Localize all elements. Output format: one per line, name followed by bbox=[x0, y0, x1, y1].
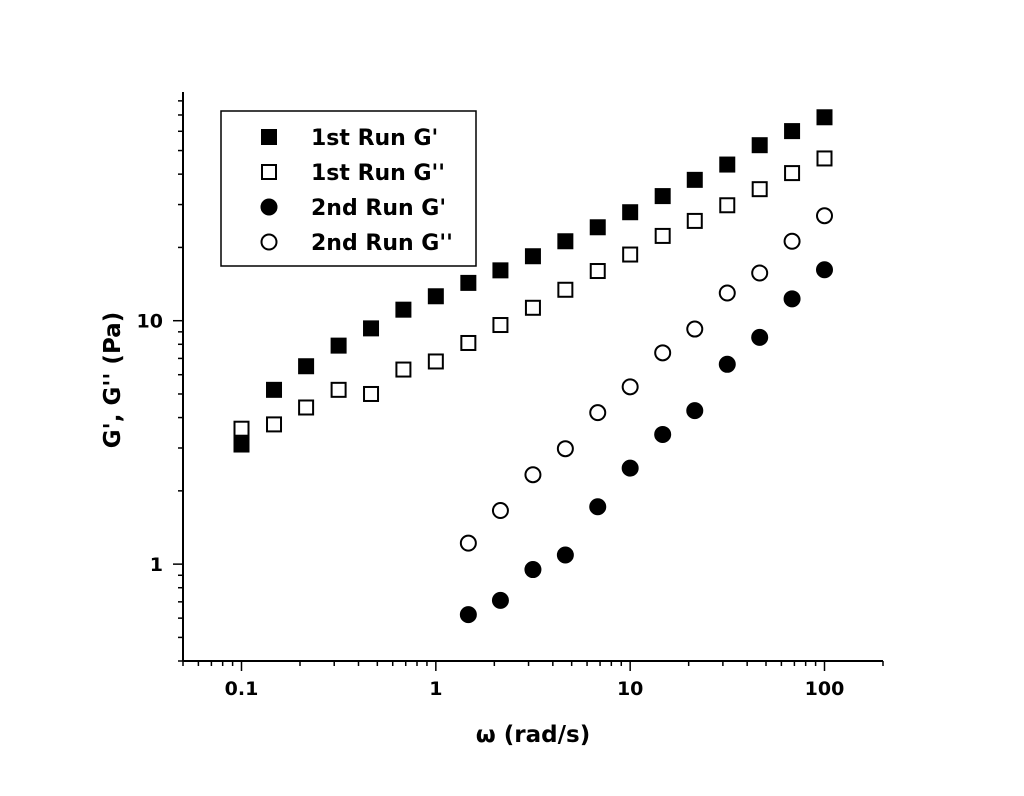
y-axis-title: G', G'' (Pa) bbox=[100, 312, 126, 448]
data-point bbox=[815, 261, 833, 279]
data-point bbox=[654, 425, 672, 443]
data-point bbox=[751, 137, 768, 154]
data-point bbox=[363, 385, 380, 402]
legend-marker bbox=[261, 164, 277, 180]
data-point bbox=[298, 399, 315, 416]
legend-marker bbox=[260, 233, 278, 251]
data-point bbox=[621, 378, 639, 396]
data-point bbox=[556, 546, 574, 564]
data-point bbox=[460, 274, 477, 291]
data-point bbox=[622, 204, 639, 221]
legend-marker bbox=[260, 198, 278, 216]
data-point bbox=[589, 498, 607, 516]
data-point bbox=[460, 334, 477, 351]
data-point bbox=[589, 404, 607, 422]
data-point bbox=[654, 344, 672, 362]
axes: 0.1 1 10 100 1 10 bbox=[137, 92, 884, 700]
data-point bbox=[718, 284, 736, 302]
x-tick-label: 1 bbox=[429, 678, 442, 700]
data-point bbox=[524, 248, 541, 265]
data-point bbox=[622, 246, 639, 263]
data-point bbox=[266, 381, 283, 398]
data-point bbox=[266, 416, 283, 433]
legend-label: 2nd Run G' bbox=[311, 196, 446, 221]
data-marks bbox=[233, 109, 833, 624]
series-4 bbox=[459, 207, 833, 552]
data-point bbox=[718, 355, 736, 373]
data-point bbox=[330, 381, 347, 398]
data-point bbox=[492, 317, 509, 334]
data-point bbox=[557, 281, 574, 298]
data-point bbox=[589, 219, 606, 236]
data-point bbox=[783, 290, 801, 308]
data-point bbox=[719, 156, 736, 173]
axis-labels: ω (rad/s) G', G'' (Pa) bbox=[100, 312, 590, 748]
data-point bbox=[330, 337, 347, 354]
data-point bbox=[556, 440, 574, 458]
data-point bbox=[686, 402, 704, 420]
data-point bbox=[524, 299, 541, 316]
series-3 bbox=[459, 261, 833, 624]
data-point bbox=[491, 502, 509, 520]
data-point bbox=[557, 233, 574, 250]
data-point bbox=[524, 561, 542, 579]
data-point bbox=[363, 320, 380, 337]
data-point bbox=[751, 328, 769, 346]
data-point bbox=[395, 301, 412, 318]
y-tick-label: 1 bbox=[150, 554, 163, 576]
x-tick-label: 10 bbox=[617, 678, 643, 700]
series-1 bbox=[233, 109, 833, 453]
data-point bbox=[784, 165, 801, 182]
data-point bbox=[654, 188, 671, 205]
x-tick-label: 0.1 bbox=[225, 678, 259, 700]
data-point bbox=[816, 150, 833, 167]
legend-label: 2nd Run G'' bbox=[311, 231, 453, 256]
data-point bbox=[686, 320, 704, 338]
data-point bbox=[815, 207, 833, 225]
data-point bbox=[492, 262, 509, 279]
data-point bbox=[589, 263, 606, 280]
data-point bbox=[427, 353, 444, 370]
data-point bbox=[719, 197, 736, 214]
data-point bbox=[686, 171, 703, 188]
y-tick-label: 10 bbox=[137, 311, 163, 333]
legend-label: 1st Run G' bbox=[311, 126, 438, 151]
data-point bbox=[621, 459, 639, 477]
data-point bbox=[233, 420, 250, 437]
data-point bbox=[459, 606, 477, 624]
data-point bbox=[298, 358, 315, 375]
legend-label: 1st Run G'' bbox=[311, 161, 445, 186]
series-2 bbox=[233, 150, 833, 437]
legend-marker bbox=[261, 129, 277, 145]
data-point bbox=[459, 534, 477, 552]
data-point bbox=[654, 227, 671, 244]
data-point bbox=[491, 591, 509, 609]
data-point bbox=[427, 288, 444, 305]
data-point bbox=[816, 109, 833, 126]
x-axis-title: ω (rad/s) bbox=[476, 722, 590, 748]
x-tick-label: 100 bbox=[805, 678, 845, 700]
data-point bbox=[783, 232, 801, 250]
data-point bbox=[395, 361, 412, 378]
data-point bbox=[784, 123, 801, 140]
data-point bbox=[686, 212, 703, 229]
data-point bbox=[233, 436, 250, 453]
data-point bbox=[751, 264, 769, 282]
data-point bbox=[524, 466, 542, 484]
data-point bbox=[751, 181, 768, 198]
legend: 1st Run G' 1st Run G'' 2nd Run G' 2nd Run G… bbox=[220, 110, 477, 267]
